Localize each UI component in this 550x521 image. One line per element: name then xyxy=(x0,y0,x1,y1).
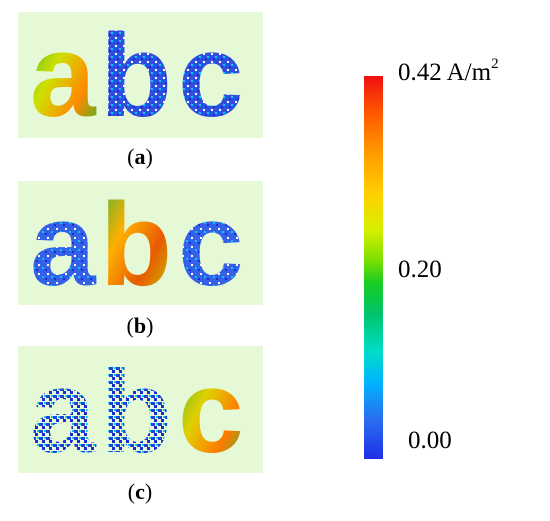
letters-abc-map-a: a b c xyxy=(30,12,244,138)
letters-abc-map-b: a b c xyxy=(30,181,244,305)
letter-c: c xyxy=(178,12,244,138)
letter-c: c xyxy=(178,346,244,473)
colorbar-max-label: 0.42 A/m2 xyxy=(398,56,499,87)
letters-abc-map-c: a b c xyxy=(30,346,244,473)
letter-a: a xyxy=(30,346,97,473)
letter-b: b xyxy=(100,346,172,473)
color-scale-bar xyxy=(364,76,383,459)
letter-b: b xyxy=(100,12,172,138)
letter-b: b xyxy=(100,181,172,305)
letter-a: a xyxy=(30,181,97,305)
letter-a: a xyxy=(30,12,97,138)
letter-c: c xyxy=(178,181,244,305)
colorbar-min-label: 0.00 xyxy=(408,427,452,454)
current-density-map-b: a b c xyxy=(18,181,263,305)
caption-c: (c) xyxy=(127,479,153,504)
current-density-map-a: a b c xyxy=(18,12,263,138)
current-density-map-c: a b c xyxy=(18,346,263,473)
colorbar-mid-label: 0.20 xyxy=(398,256,442,283)
caption-a: (a) xyxy=(127,144,153,169)
caption-b: (b) xyxy=(126,313,154,338)
